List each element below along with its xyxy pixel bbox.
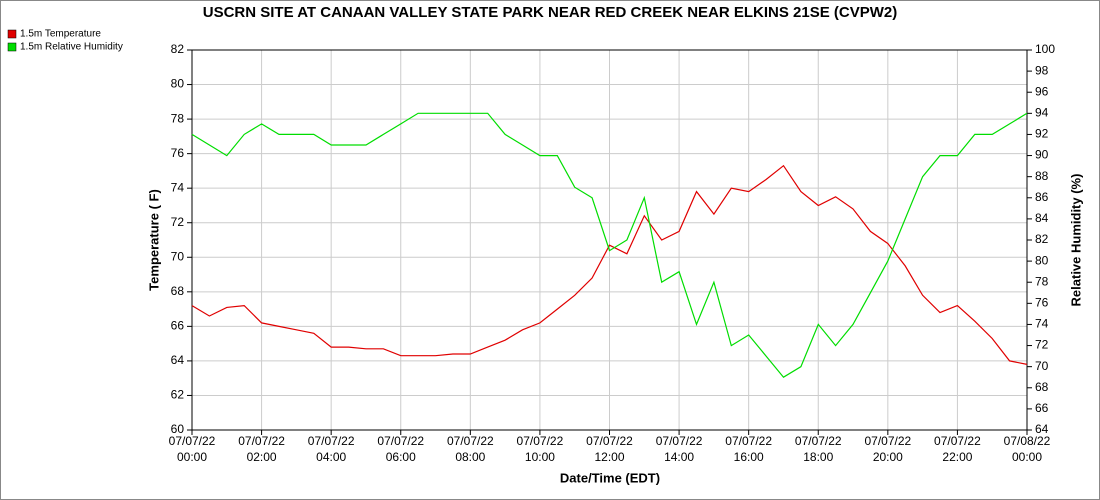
x-tick-date: 07/07/22 xyxy=(238,434,285,448)
y-tick-label: 78 xyxy=(171,111,185,125)
x-tick-date: 07/07/22 xyxy=(725,434,772,448)
legend-label: 1.5m Temperature xyxy=(20,29,101,40)
series-line xyxy=(191,112,1028,378)
x-tick-date: 07/07/22 xyxy=(308,434,355,448)
y2-tick-label: 80 xyxy=(1035,253,1049,267)
y2-tick-label: 96 xyxy=(1035,84,1049,98)
y-tick-label: 70 xyxy=(171,249,185,263)
y2-tick-label: 70 xyxy=(1035,359,1049,373)
y-tick-label: 66 xyxy=(171,319,185,333)
series-line xyxy=(191,164,1028,365)
y-tick-label: 60 xyxy=(171,422,185,436)
y-tick-label: 80 xyxy=(171,77,185,91)
x-tick-time: 12:00 xyxy=(594,450,624,464)
x-tick-date: 07/07/22 xyxy=(795,434,842,448)
x-tick-date: 07/08/22 xyxy=(1004,434,1051,448)
x-tick-time: 10:00 xyxy=(525,450,555,464)
x-tick-date: 07/07/22 xyxy=(656,434,703,448)
y2-tick-label: 76 xyxy=(1035,296,1049,310)
y-tick-label: 64 xyxy=(171,353,185,367)
legend-swatch xyxy=(7,29,17,39)
y2-tick-label: 72 xyxy=(1035,338,1049,352)
y-tick-label: 74 xyxy=(171,180,185,194)
y2-tick-label: 68 xyxy=(1035,380,1049,394)
legend-swatch xyxy=(7,42,17,52)
y2-tick-label: 84 xyxy=(1035,211,1049,225)
y-tick-label: 62 xyxy=(171,388,185,402)
x-tick-date: 07/07/22 xyxy=(517,434,564,448)
x-tick-date: 07/07/22 xyxy=(934,434,981,448)
x-tick-time: 08:00 xyxy=(455,450,485,464)
x-tick-time: 02:00 xyxy=(247,450,277,464)
x-tick-time: 20:00 xyxy=(873,450,903,464)
y2-tick-label: 74 xyxy=(1035,317,1049,331)
x-tick-date: 07/07/22 xyxy=(586,434,633,448)
y2-tick-label: 82 xyxy=(1035,232,1049,246)
y-axis-title: Temperature ( F) xyxy=(146,189,161,291)
y2-axis-title: Relative Humidity (%) xyxy=(1068,174,1083,307)
x-tick-time: 00:00 xyxy=(1012,450,1042,464)
y2-tick-label: 94 xyxy=(1035,106,1049,120)
y-tick-label: 72 xyxy=(171,215,185,229)
x-tick-time: 14:00 xyxy=(664,450,694,464)
legend-label: 1.5m Relative Humidity xyxy=(20,42,123,53)
y2-tick-label: 98 xyxy=(1035,63,1049,77)
x-tick-time: 04:00 xyxy=(316,450,346,464)
x-tick-time: 22:00 xyxy=(942,450,972,464)
y2-tick-label: 90 xyxy=(1035,148,1049,162)
y-tick-label: 68 xyxy=(171,284,185,298)
y2-tick-label: 66 xyxy=(1035,401,1049,415)
chart-title: USCRN SITE AT CANAAN VALLEY STATE PARK N… xyxy=(203,4,898,21)
y2-tick-label: 100 xyxy=(1035,42,1055,56)
y2-tick-label: 88 xyxy=(1035,169,1049,183)
x-tick-date: 07/07/22 xyxy=(447,434,494,448)
x-tick-time: 16:00 xyxy=(734,450,764,464)
x-tick-date: 07/07/22 xyxy=(864,434,911,448)
x-tick-time: 00:00 xyxy=(177,450,207,464)
plot-border xyxy=(191,49,1028,431)
y-tick-label: 82 xyxy=(171,42,185,56)
x-tick-date: 07/07/22 xyxy=(169,434,216,448)
x-tick-time: 06:00 xyxy=(386,450,416,464)
y-tick-label: 76 xyxy=(171,146,185,160)
x-tick-date: 07/07/22 xyxy=(377,434,424,448)
y2-tick-label: 92 xyxy=(1035,127,1049,141)
x-axis-title: Date/Time (EDT) xyxy=(560,470,660,485)
y2-tick-label: 64 xyxy=(1035,422,1049,436)
y2-tick-label: 86 xyxy=(1035,190,1049,204)
y2-tick-label: 78 xyxy=(1035,274,1049,288)
x-tick-time: 18:00 xyxy=(803,450,833,464)
